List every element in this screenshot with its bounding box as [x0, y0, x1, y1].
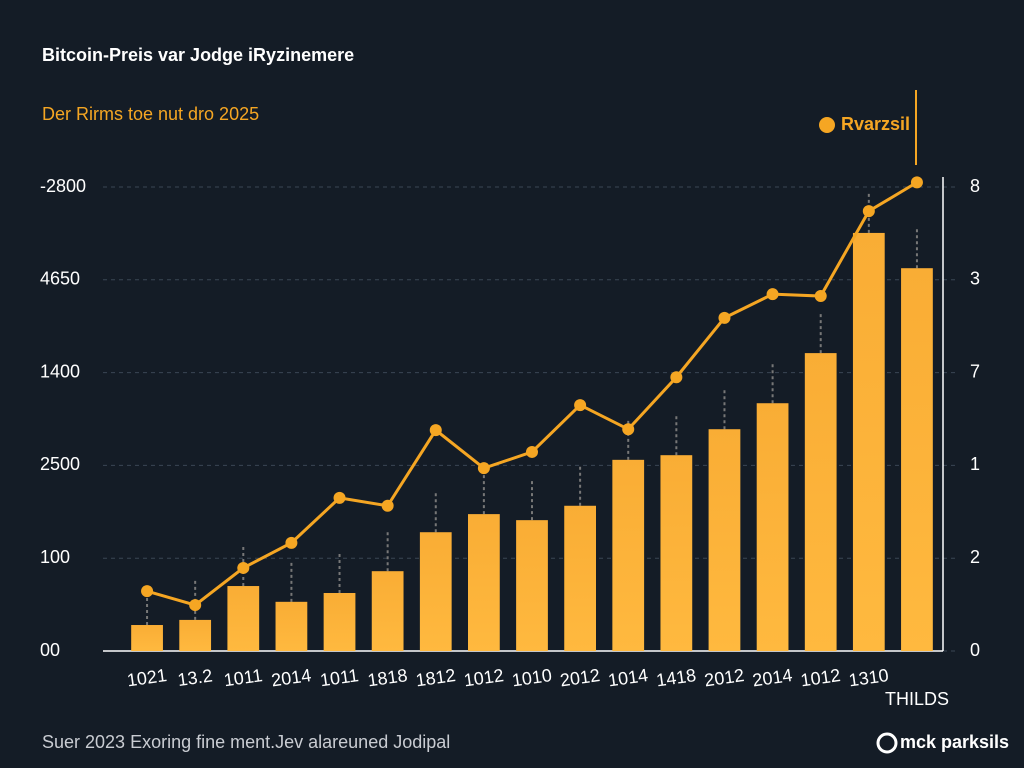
- legend-label: Rvarzsil: [841, 114, 910, 134]
- y-tick-label: 4650: [40, 269, 80, 289]
- y-tick-label: 00: [40, 640, 60, 660]
- line-point: [814, 290, 827, 303]
- line-point: [285, 536, 298, 549]
- line-point: [862, 205, 875, 218]
- line-point: [189, 599, 202, 612]
- line-point: [237, 561, 250, 574]
- x-axis-label: THILDS: [885, 689, 949, 709]
- y-tick-label: 100: [40, 547, 70, 567]
- line-point: [333, 491, 346, 504]
- line-point: [477, 462, 490, 475]
- bar: [901, 268, 933, 651]
- chart-subtitle: Der Rirms toe nut dro 2025: [42, 104, 259, 124]
- y-tick-label: 2500: [40, 454, 80, 474]
- bar: [660, 455, 693, 651]
- x-tick-label: 13.2: [176, 665, 213, 690]
- chart-title: Bitcoin-Preis var Jodge iRyzinemere: [42, 45, 354, 65]
- y2-tick-label: 8: [970, 176, 980, 196]
- bar: [516, 520, 548, 651]
- bar: [468, 514, 500, 651]
- line-point: [622, 423, 635, 436]
- line-point: [526, 445, 538, 458]
- bar: [612, 459, 645, 651]
- bar: [419, 532, 452, 651]
- footer: Suer 2023 Exoring fine ment.Jev alareune…: [42, 732, 450, 752]
- legend-swatch: [819, 117, 835, 133]
- bar: [179, 619, 212, 651]
- y2-tick-label: 1: [970, 454, 980, 474]
- y2-tick-label: 0: [970, 640, 980, 660]
- line-point: [718, 311, 731, 324]
- y-tick-label: -2800: [40, 176, 86, 196]
- bar: [275, 601, 308, 651]
- bar: [131, 625, 163, 651]
- line-point: [910, 176, 923, 189]
- line-point: [429, 424, 442, 437]
- bar: [323, 593, 356, 651]
- source: mck parksils: [900, 732, 1009, 752]
- line-point: [670, 371, 683, 384]
- line-point: [766, 288, 779, 301]
- y2-tick-label: 3: [970, 269, 980, 289]
- line-point: [574, 399, 587, 412]
- line-point: [141, 585, 154, 598]
- bar: [708, 429, 741, 651]
- y2-tick-label: 7: [970, 361, 980, 381]
- y2-tick-label: 2: [970, 547, 980, 567]
- bar: [564, 505, 596, 651]
- bar: [227, 586, 260, 651]
- bar: [756, 403, 789, 651]
- y-tick-label: 1400: [40, 361, 80, 381]
- bar: [852, 232, 885, 651]
- line-point: [381, 499, 394, 512]
- bar: [371, 571, 404, 651]
- bar: [804, 353, 837, 651]
- logo-icon: [876, 732, 898, 754]
